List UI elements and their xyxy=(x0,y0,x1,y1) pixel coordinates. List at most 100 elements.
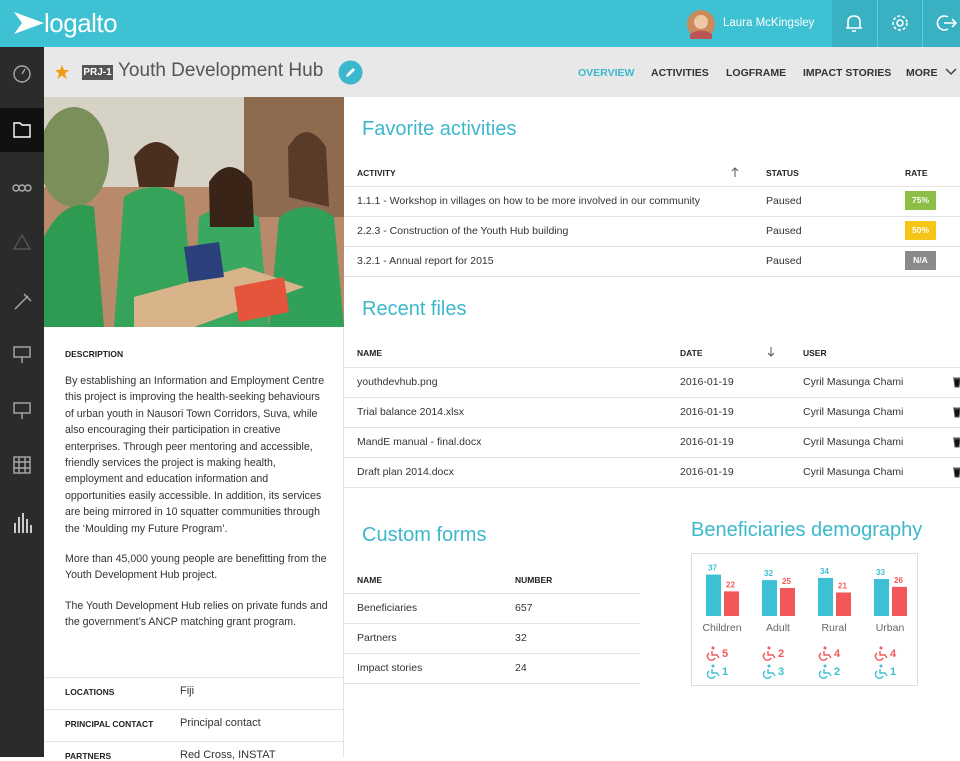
wheelchair-icon xyxy=(823,646,827,650)
rate-badge: N/A xyxy=(905,251,936,270)
column-header: USER xyxy=(803,348,827,358)
table-cell: 2.2.3 - Construction of the Youth Hub bu… xyxy=(357,225,569,237)
delete-icon[interactable] xyxy=(952,376,960,388)
wheelchair-icon xyxy=(879,664,883,668)
group-label: Adult xyxy=(766,622,790,634)
nav-link[interactable]: OVERVIEW xyxy=(578,67,635,79)
group-label: Children xyxy=(702,622,741,634)
table-cell: Cyril Masunga Chami xyxy=(803,466,904,478)
table-cell: 2016-01-19 xyxy=(680,466,734,478)
table-cell: 2016-01-19 xyxy=(680,376,734,388)
table-cell: Beneficiaries xyxy=(357,602,418,614)
table-cell: 2016-01-19 xyxy=(680,436,734,448)
table-cell: 32 xyxy=(515,632,527,644)
detail-value: Red Cross, INSTAT xyxy=(180,749,276,761)
column-header: DATE xyxy=(680,348,703,358)
disability-count: 4 xyxy=(890,648,897,660)
table-cell: Paused xyxy=(766,255,802,267)
demography-chart: 37 22 Children 5 1 32 25 Adult 2 3 34 21 Rural 4 2 33 26… xyxy=(691,553,918,686)
chevron-icon[interactable] xyxy=(944,66,958,78)
sidebar xyxy=(0,47,44,757)
table-cell: Trial balance 2014.xlsx xyxy=(357,406,464,418)
sort-icon[interactable] xyxy=(730,166,740,178)
bar-label: 37 xyxy=(708,564,717,573)
paragraph: The Youth Development Hub relies on priv… xyxy=(65,599,328,629)
bar-label: 33 xyxy=(876,568,885,577)
bar-label: 26 xyxy=(894,576,903,585)
paragraph: By establishing an Information and Emplo… xyxy=(65,375,325,535)
project-panel: DESCRIPTION By establishing an Informati… xyxy=(44,97,344,761)
rate-badge: 50% xyxy=(905,221,936,240)
section-title: Favorite activities xyxy=(362,118,517,140)
divider xyxy=(344,487,960,488)
detail-label: PRINCIPAL CONTACT xyxy=(65,719,154,729)
table-cell: Partners xyxy=(357,632,397,644)
disability-count: 4 xyxy=(834,648,841,660)
column-header: NAME xyxy=(357,348,383,358)
wheelchair-icon xyxy=(874,669,888,679)
column-header: RATE xyxy=(905,168,928,178)
divider xyxy=(344,397,960,398)
bell-icon[interactable] xyxy=(844,13,864,33)
toolbar xyxy=(832,0,960,47)
bar xyxy=(874,579,889,616)
nav-link[interactable]: IMPACT STORIES xyxy=(803,67,892,79)
section-title: Recent files xyxy=(362,298,467,320)
wheelchair-icon xyxy=(711,646,715,650)
wheelchair-icon xyxy=(767,664,771,668)
disability-count: 1 xyxy=(722,666,728,678)
star-icon[interactable] xyxy=(54,64,70,80)
disability-count: 5 xyxy=(722,648,728,660)
section-title: Beneficiaries demography xyxy=(691,519,923,541)
project-header: PRJ-1 Youth Development Hub xyxy=(44,47,960,97)
logo: logalto xyxy=(44,8,118,38)
table-cell: Cyril Masunga Chami xyxy=(803,376,904,388)
divider xyxy=(344,683,640,684)
project-code: PRJ-1 xyxy=(82,65,113,80)
disability-count: 3 xyxy=(778,666,784,678)
table-cell: 24 xyxy=(515,662,527,674)
delete-icon[interactable] xyxy=(952,436,960,448)
top-bar: logalto Laura McKingsley xyxy=(0,0,960,47)
detail-value: Fiji xyxy=(180,685,195,697)
nav-link[interactable]: ACTIVITIES xyxy=(651,67,709,79)
divider xyxy=(344,623,640,624)
sort-icon[interactable] xyxy=(766,346,776,358)
divider xyxy=(44,677,344,678)
table-cell: 2016-01-19 xyxy=(680,406,734,418)
settings-icon[interactable] xyxy=(890,13,910,33)
wheelchair-icon xyxy=(711,664,715,668)
wheelchair-icon xyxy=(823,664,827,668)
description: By establishing an Information and Emplo… xyxy=(65,373,329,645)
divider xyxy=(344,367,960,368)
wheelchair-icon xyxy=(762,669,776,679)
divider xyxy=(344,653,640,654)
column-header: NUMBER xyxy=(515,575,553,585)
logo-icon xyxy=(14,12,44,34)
bar xyxy=(780,588,795,616)
divider xyxy=(344,593,640,594)
user-name[interactable]: Laura McKingsley xyxy=(723,17,815,29)
nav-link[interactable]: MORE xyxy=(906,67,938,79)
divider xyxy=(344,246,960,247)
bar-label: 32 xyxy=(764,569,773,578)
bar xyxy=(818,577,833,616)
sidebar-icons[interactable] xyxy=(0,47,44,567)
group-label: Urban xyxy=(876,622,905,634)
paragraph: More than 45,000 young people are benefi… xyxy=(65,553,327,582)
logout-icon[interactable] xyxy=(936,13,960,33)
edit-button[interactable] xyxy=(338,60,363,85)
table-cell: Draft plan 2014.docx xyxy=(357,466,454,478)
description-heading: DESCRIPTION xyxy=(65,349,124,359)
delete-icon[interactable] xyxy=(952,466,960,478)
delete-icon[interactable] xyxy=(952,406,960,418)
bar-label: 21 xyxy=(838,581,847,590)
avatar[interactable] xyxy=(686,9,716,39)
table-cell: Cyril Masunga Chami xyxy=(803,436,904,448)
bar-label: 25 xyxy=(782,577,791,586)
wheelchair-icon xyxy=(818,651,832,661)
divider xyxy=(44,709,344,710)
nav-link[interactable]: LOGFRAME xyxy=(726,67,787,79)
wheelchair-icon xyxy=(874,651,888,661)
